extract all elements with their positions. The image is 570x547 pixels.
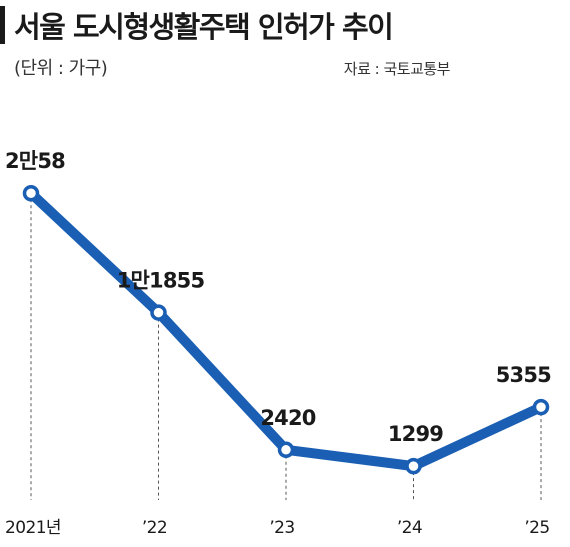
unit-label: (단위 : 가구) — [14, 58, 108, 79]
data-point — [532, 398, 550, 416]
x-tick-labels: 2021년 ’22 ’23 ’24 ’25 — [5, 518, 550, 538]
chart-title: 서울 도시형생활주택 인허가 추이 — [14, 10, 394, 44]
data-point — [277, 441, 295, 459]
x-tick-label: ’24 — [397, 518, 422, 538]
data-label: 2420 — [260, 406, 315, 430]
x-tick-label: ’25 — [524, 518, 549, 538]
data-points — [22, 184, 550, 475]
x-tick-label: ’22 — [142, 518, 167, 538]
data-label: 1299 — [388, 422, 443, 446]
drop-lines — [30, 193, 542, 500]
title-accent-bar — [0, 6, 5, 44]
data-point — [405, 457, 422, 475]
data-label: 1만1855 — [117, 269, 205, 293]
x-tick-label: ’23 — [269, 518, 294, 538]
data-point — [22, 184, 40, 202]
source-label: 자료 : 국토교통부 — [343, 60, 451, 78]
data-labels: 2만58 1만1855 2420 1299 5355 — [5, 149, 552, 446]
data-point — [150, 304, 167, 321]
data-label: 2만58 — [5, 149, 65, 173]
data-label: 5355 — [496, 363, 551, 387]
x-tick-label: 2021년 — [5, 518, 61, 538]
